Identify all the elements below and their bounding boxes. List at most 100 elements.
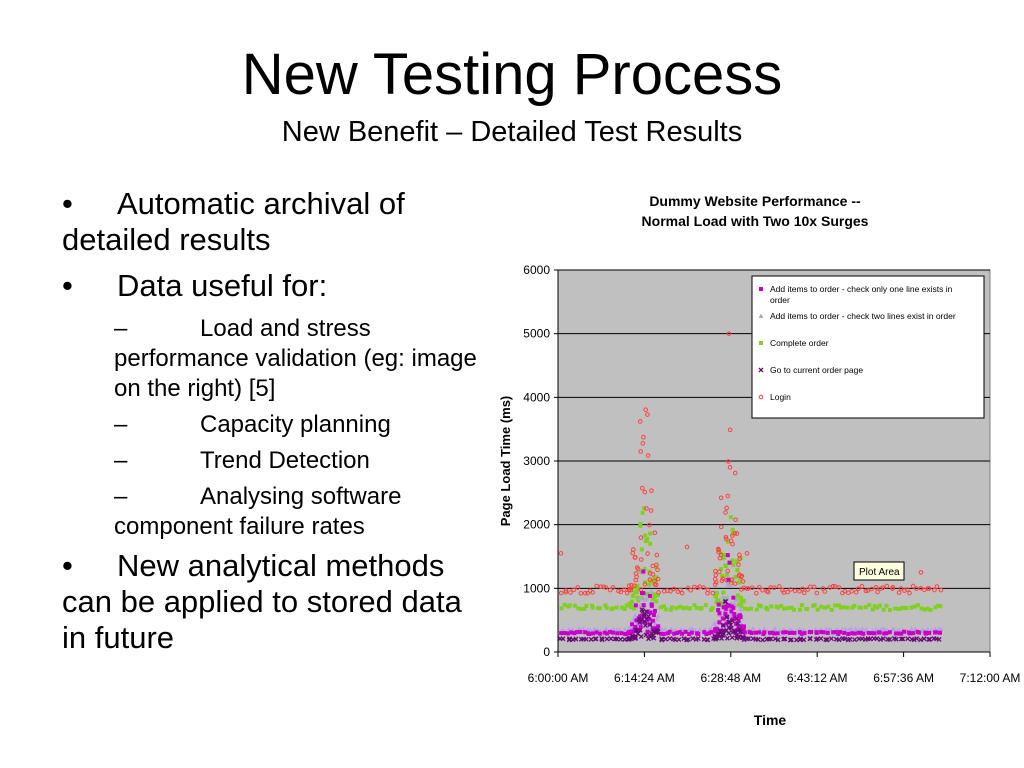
data-point [627, 630, 632, 635]
data-point [576, 606, 581, 611]
data-point [904, 605, 909, 610]
data-point [819, 630, 824, 635]
data-point [639, 547, 644, 552]
data-point [588, 627, 594, 632]
data-point [833, 630, 838, 635]
data-point [720, 622, 726, 628]
data-point [668, 588, 673, 594]
data-point [696, 632, 701, 637]
data-point [644, 506, 649, 511]
data-point [878, 586, 884, 591]
data-point [652, 608, 657, 613]
data-point [754, 607, 759, 612]
data-point [590, 605, 595, 610]
data-point [697, 627, 703, 632]
data-point [614, 636, 620, 642]
data-point [701, 585, 706, 590]
data-point [578, 591, 584, 596]
data-point [717, 611, 722, 616]
data-point [654, 562, 659, 568]
data-point [679, 590, 685, 596]
data-point [726, 630, 732, 636]
x-tick-label: 7:12:00 AM [960, 671, 1021, 685]
data-point [655, 567, 660, 572]
data-point [900, 636, 906, 642]
data-point [640, 441, 646, 446]
data-point [925, 626, 931, 632]
data-point [754, 590, 759, 596]
data-point [725, 493, 731, 499]
data-point [858, 605, 863, 610]
data-point [618, 636, 623, 642]
data-point [598, 631, 603, 636]
data-point [765, 607, 770, 612]
data-point [562, 602, 567, 607]
data-point [825, 630, 830, 635]
data-point [714, 626, 719, 631]
data-point [734, 621, 739, 626]
data-point [875, 589, 880, 595]
data-point [718, 567, 723, 572]
data-point [724, 635, 730, 641]
data-point [797, 607, 802, 612]
data-point [729, 618, 735, 624]
sub-bullet-item: – Load and stress performance validation … [114, 314, 482, 404]
data-point [813, 626, 819, 632]
data-point [643, 621, 648, 626]
data-point [729, 609, 734, 614]
legend-entry: Login [770, 392, 791, 402]
data-point [789, 630, 794, 635]
data-point [573, 636, 579, 642]
data-point [852, 603, 857, 608]
data-point [870, 607, 875, 612]
data-point [716, 602, 721, 607]
data-point [735, 567, 740, 572]
data-point [777, 584, 782, 589]
data-point [572, 631, 577, 636]
data-point [599, 637, 605, 643]
data-point [869, 586, 874, 592]
data-point [692, 627, 698, 633]
data-point [845, 605, 850, 610]
data-point [802, 631, 807, 636]
data-point [936, 603, 941, 608]
data-point [584, 603, 589, 608]
data-point [807, 636, 813, 642]
data-point [648, 588, 654, 593]
data-point [798, 636, 804, 642]
data-point [732, 470, 738, 476]
data-point [932, 626, 938, 631]
data-point [785, 589, 790, 595]
data-point [728, 538, 734, 544]
data-point [642, 566, 647, 571]
data-point [733, 574, 738, 579]
data-point [826, 604, 831, 609]
data-point [758, 313, 764, 318]
data-point [652, 530, 658, 536]
data-point [760, 587, 765, 593]
data-point [689, 630, 694, 635]
data-point [725, 553, 730, 558]
data-point [732, 531, 738, 536]
data-point [650, 618, 655, 623]
data-point [712, 582, 718, 587]
data-point [732, 581, 738, 586]
data-point [560, 636, 566, 642]
data-point [746, 636, 752, 642]
data-point [836, 637, 842, 643]
data-point [663, 607, 668, 612]
data-point [694, 605, 699, 610]
data-point [667, 636, 673, 641]
data-point [653, 582, 659, 588]
data-point [842, 589, 848, 594]
data-point [659, 631, 664, 636]
data-point [633, 627, 639, 633]
data-point [579, 607, 584, 612]
data-point [831, 630, 836, 635]
data-point [590, 590, 595, 595]
data-point [758, 604, 763, 609]
data-point [681, 606, 686, 611]
data-point [641, 591, 646, 596]
data-point [725, 595, 731, 600]
data-point [568, 590, 573, 595]
